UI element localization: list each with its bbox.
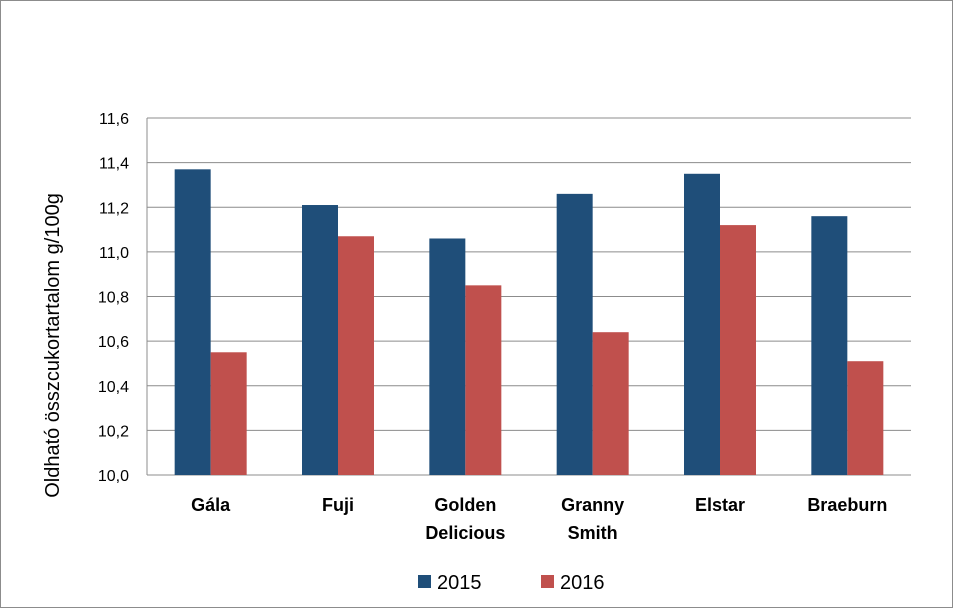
y-tick-label: 11,6 bbox=[99, 111, 129, 128]
bar-2016-1 bbox=[338, 236, 374, 475]
bar-2015-2 bbox=[429, 238, 466, 475]
legend-swatch-2016 bbox=[541, 575, 554, 588]
x-tick-label: Fuji bbox=[322, 495, 354, 515]
y-tick-label: 10,6 bbox=[98, 334, 129, 351]
y-tick-label: 10,4 bbox=[98, 379, 129, 396]
y-tick-label: 10,0 bbox=[98, 468, 129, 485]
bar-2015-5 bbox=[811, 216, 848, 476]
y-tick-label: 11,4 bbox=[99, 156, 129, 173]
x-tick-label: Gála bbox=[191, 495, 231, 515]
y-axis-title: Oldható összcukortartalom g/100g bbox=[42, 193, 64, 498]
bar-2016-2 bbox=[465, 285, 502, 475]
y-tick-label: 11,0 bbox=[99, 245, 129, 262]
x-tick-label: Granny bbox=[561, 495, 624, 515]
x-tick-label: Braeburn bbox=[807, 495, 887, 515]
x-tick-label: Golden bbox=[434, 495, 496, 515]
bar-2016-3 bbox=[592, 332, 629, 475]
x-tick-label: Smith bbox=[568, 523, 618, 543]
x-tick-label: Delicious bbox=[425, 523, 505, 543]
bar-2016-4 bbox=[720, 225, 756, 475]
y-tick-label: 10,2 bbox=[98, 423, 129, 440]
legend-label: 2016 bbox=[560, 572, 605, 594]
legend-label: 2015 bbox=[437, 572, 482, 594]
bar-2015-4 bbox=[684, 173, 720, 475]
bar-2015-0 bbox=[174, 169, 211, 475]
y-tick-label: 10,8 bbox=[98, 290, 129, 307]
bar-2015-3 bbox=[556, 193, 593, 476]
x-tick-label: Elstar bbox=[695, 495, 745, 515]
legend-swatch-2015 bbox=[418, 575, 431, 588]
y-tick-label: 11,2 bbox=[99, 200, 129, 217]
bar-2015-1 bbox=[302, 205, 338, 476]
bar-2016-0 bbox=[210, 352, 247, 475]
bar-2016-5 bbox=[847, 361, 884, 475]
